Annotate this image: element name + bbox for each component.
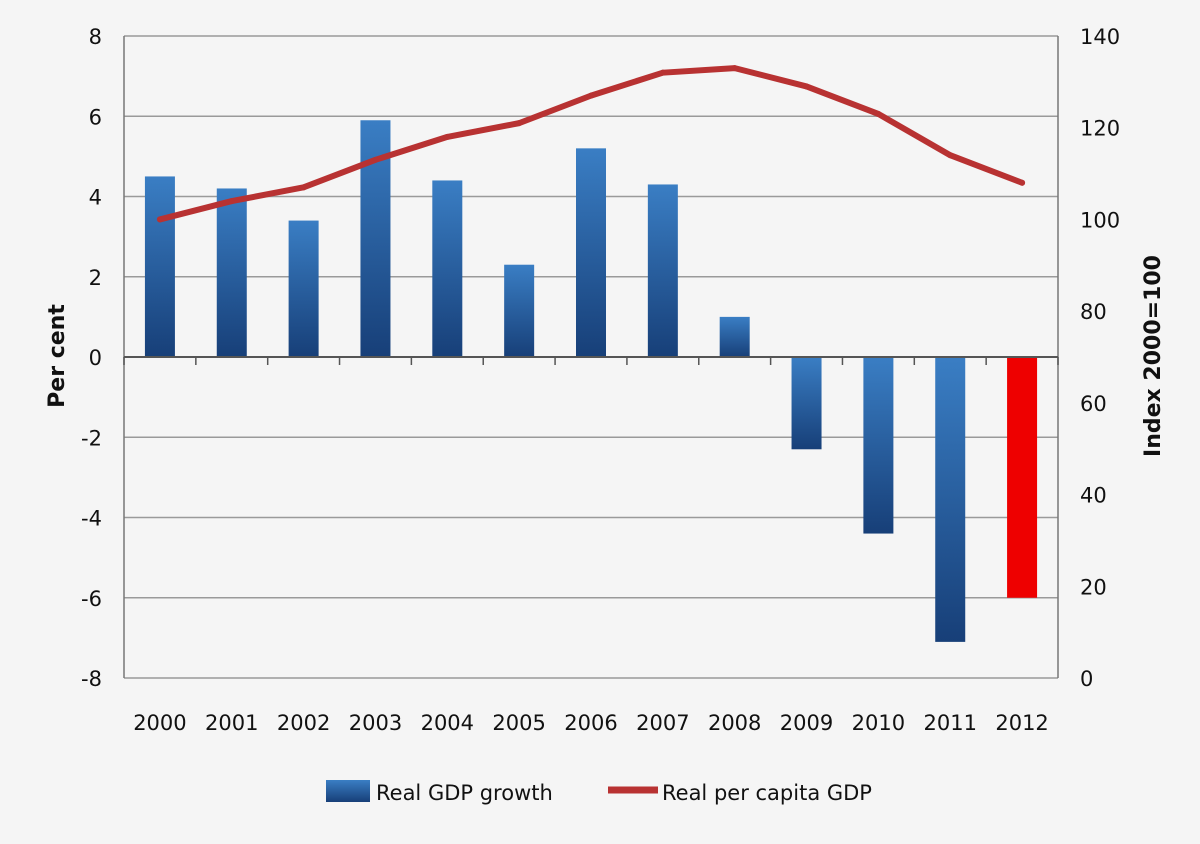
line-series	[156, 65, 1026, 223]
x-tick-label: 2006	[564, 711, 617, 735]
bar	[935, 357, 966, 642]
x-tick-label: 2010	[852, 711, 905, 735]
line-point	[731, 65, 738, 72]
y2-axis-title: Index 2000=100	[1141, 255, 1166, 457]
bar	[504, 264, 535, 357]
y-tick-label: 0	[89, 346, 102, 370]
legend-swatch-bar	[326, 780, 370, 802]
line-point	[300, 184, 307, 191]
bar	[432, 180, 463, 357]
y2-tick-label: 20	[1080, 575, 1107, 599]
bar	[288, 220, 319, 357]
y-tick-label: 8	[89, 25, 102, 49]
bar	[863, 357, 894, 534]
y-tick-label: -4	[81, 507, 102, 531]
bar	[719, 316, 750, 357]
x-tick-label: 2000	[133, 711, 186, 735]
line-point	[516, 120, 523, 127]
bar	[144, 176, 175, 357]
legend-label-bar: Real GDP growth	[376, 781, 553, 805]
bar	[576, 148, 606, 357]
y-tick-label: -2	[81, 426, 102, 450]
line-point	[947, 152, 954, 159]
x-tick-label: 2011	[924, 711, 977, 735]
x-tick-label: 2008	[708, 711, 761, 735]
line-point	[156, 216, 163, 223]
y2-tick-label: 120	[1080, 117, 1120, 141]
y2-tick-label: 0	[1080, 667, 1093, 691]
y-tick-label: 6	[89, 105, 102, 129]
y-tick-label: 2	[89, 266, 102, 290]
y-tick-label: 4	[89, 186, 102, 210]
line-point	[875, 110, 882, 117]
line-point	[588, 92, 594, 99]
x-tick-label: 2005	[492, 711, 545, 735]
x-tick-label: 2003	[349, 711, 402, 735]
x-tick-label: 2001	[205, 711, 258, 735]
bar	[216, 188, 247, 357]
line-point	[1019, 179, 1026, 186]
line-point	[372, 156, 379, 163]
axes	[123, 36, 1059, 678]
bar-series	[144, 120, 1038, 642]
y2-tick-label: 80	[1080, 300, 1107, 324]
y2-tick-label: 40	[1080, 484, 1107, 508]
bar	[647, 184, 678, 357]
bar	[791, 357, 822, 450]
y2-tick-label: 60	[1080, 392, 1107, 416]
x-tick-label: 2007	[636, 711, 689, 735]
legend-label-line: Real per capita GDP	[662, 781, 872, 805]
line-point	[659, 69, 666, 76]
y2-tick-label: 140	[1080, 25, 1120, 49]
y2-tick-label: 100	[1080, 208, 1120, 232]
line-point	[228, 198, 235, 205]
line-point	[803, 83, 810, 90]
x-tick-label: 2009	[780, 711, 833, 735]
y-tick-label: -8	[81, 667, 102, 691]
bar	[1007, 357, 1038, 598]
line-point	[444, 133, 451, 140]
y-axis-title: Per cent	[45, 304, 70, 408]
legend: Real GDP growth Real per capita GDP	[326, 780, 872, 805]
x-tick-label: 2004	[421, 711, 474, 735]
x-tick-label: 2002	[277, 711, 330, 735]
y-tick-label: -6	[81, 587, 102, 611]
x-tick-label: 2012	[995, 711, 1048, 735]
